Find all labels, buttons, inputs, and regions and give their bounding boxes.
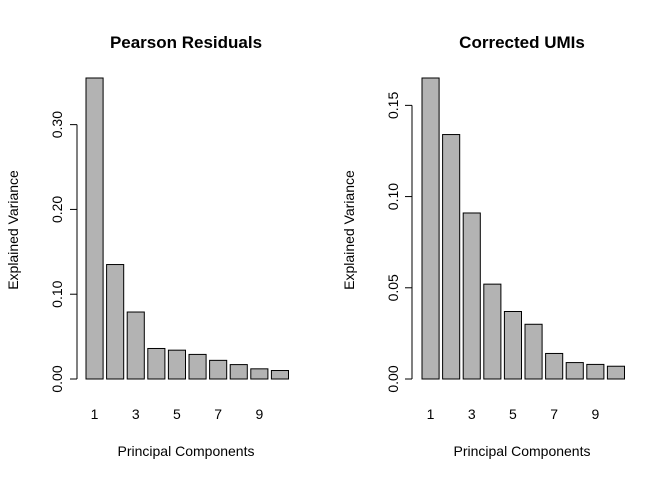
y-tick-label: 0.00 xyxy=(385,365,401,392)
bar-pc-7 xyxy=(209,359,228,380)
bar-pc-10 xyxy=(270,370,289,380)
x-tick-label: 7 xyxy=(550,406,558,422)
bar-pc-2 xyxy=(442,134,461,380)
bar-pc-6 xyxy=(524,323,543,380)
y-tick-label: 0.20 xyxy=(49,196,65,223)
x-tick-label: 3 xyxy=(132,406,140,422)
bar-pc-5 xyxy=(503,311,522,380)
x-tick-label: 9 xyxy=(591,406,599,422)
chart-title: Corrected UMIs xyxy=(459,33,585,52)
bar-pc-3 xyxy=(462,212,481,380)
x-tick-label: 3 xyxy=(468,406,476,422)
bar-pc-5 xyxy=(167,349,186,380)
y-tick-label: 0.05 xyxy=(385,274,401,301)
bar-pc-9 xyxy=(586,363,605,380)
y-tick-label: 0.15 xyxy=(385,92,401,119)
bar-pc-9 xyxy=(250,368,269,380)
chart-title: Pearson Residuals xyxy=(110,33,262,52)
x-tick-label: 1 xyxy=(91,406,99,422)
bar-pc-1 xyxy=(421,77,440,380)
y-axis-label: Explained Variance xyxy=(5,170,21,290)
y-tick-label: 0.10 xyxy=(49,280,65,307)
bar-pc-8 xyxy=(229,364,248,380)
bar-pc-6 xyxy=(188,353,207,380)
x-tick-label: 1 xyxy=(427,406,435,422)
bar-pc-3 xyxy=(126,311,145,380)
y-tick-label: 0.30 xyxy=(49,111,65,138)
x-axis-label: Principal Components xyxy=(454,443,591,459)
bar-pc-10 xyxy=(606,365,626,380)
y-tick-label: 0.00 xyxy=(49,365,65,392)
bar-pc-8 xyxy=(565,362,584,380)
x-tick-label: 5 xyxy=(509,406,517,422)
y-axis-label: Explained Variance xyxy=(341,170,357,290)
panel-corrected-umis: Corrected UMIs Principal Components Expl… xyxy=(341,33,626,459)
x-axis-label: Principal Components xyxy=(118,443,255,459)
y-tick-label: 0.10 xyxy=(385,183,401,210)
x-tick-label: 5 xyxy=(173,406,181,422)
x-tick-label: 9 xyxy=(255,406,263,422)
panel-pearson-residuals: Pearson Residuals Principal Components E… xyxy=(5,33,289,459)
bar-pc-4 xyxy=(147,347,166,380)
bar-pc-1 xyxy=(85,77,104,380)
bar-pc-7 xyxy=(545,352,564,380)
bar-pc-2 xyxy=(106,264,125,380)
bar-pc-4 xyxy=(483,283,502,380)
x-tick-label: 7 xyxy=(214,406,222,422)
